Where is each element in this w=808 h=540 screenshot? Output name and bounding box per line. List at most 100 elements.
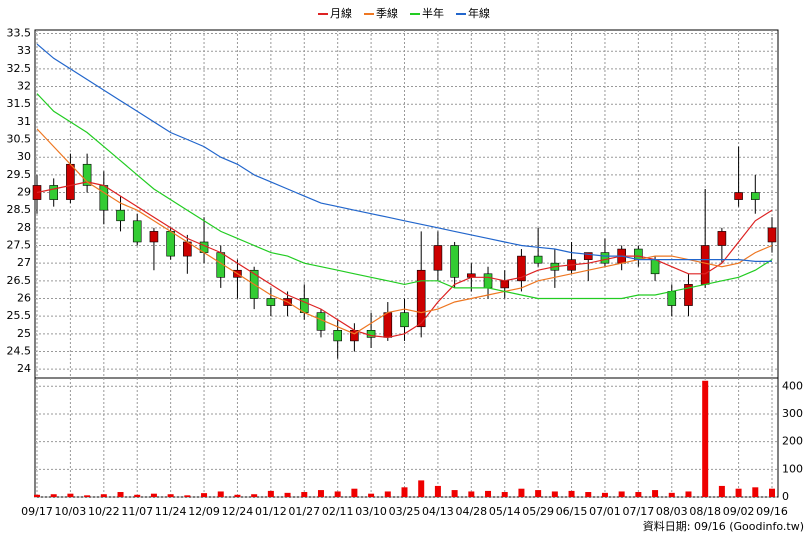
volume-bar xyxy=(535,490,542,497)
volume-bar xyxy=(735,488,742,497)
volume-bar xyxy=(50,494,57,497)
volume-bar xyxy=(34,494,40,497)
x-tick-label: 11/24 xyxy=(155,505,187,518)
volume-bar xyxy=(618,491,625,497)
plot-frame xyxy=(34,29,779,498)
volume-bar xyxy=(150,493,157,497)
volume-bar xyxy=(351,488,358,497)
volume-bar xyxy=(384,491,391,497)
x-tick-label: 05/14 xyxy=(489,505,521,518)
candle-body xyxy=(333,330,342,342)
y-tick-label: 26 xyxy=(17,292,31,305)
y-tick-label: 25 xyxy=(17,327,31,340)
x-tick-label: 05/29 xyxy=(522,505,554,518)
footnote: 資料日期: 09/16 (Goodinfo.tw) xyxy=(643,519,804,533)
volume-bar xyxy=(501,492,508,497)
candle-body xyxy=(383,312,393,338)
candle-body xyxy=(650,259,660,275)
volume-bar xyxy=(668,492,675,497)
x-tick-label: 06/15 xyxy=(556,505,588,518)
volume-bar xyxy=(401,487,408,497)
x-tick-label: 02/11 xyxy=(322,505,354,518)
volume-bar xyxy=(134,494,141,497)
ma-line xyxy=(36,181,773,339)
candle-body xyxy=(500,280,510,289)
x-tick-label: 09/17 xyxy=(21,505,53,518)
x-tick-label: 04/13 xyxy=(422,505,454,518)
candle-body xyxy=(400,312,409,328)
x-tick-label: 12/24 xyxy=(222,505,254,518)
volume-bar xyxy=(267,490,274,497)
legend-label: 月線 xyxy=(330,6,352,20)
candle-body xyxy=(266,298,276,306)
volume-bar xyxy=(217,491,224,497)
x-tick-label: 04/28 xyxy=(455,505,487,518)
y-tick-label: 33.5 xyxy=(7,27,32,40)
volume-bar xyxy=(117,492,124,497)
y-tick-label: 27.5 xyxy=(7,239,32,252)
y-tick-label: 27 xyxy=(17,256,31,269)
candle-body xyxy=(734,192,743,200)
volume-bar xyxy=(585,492,592,497)
candle-body xyxy=(149,231,159,243)
legend-label: 年線 xyxy=(468,6,490,20)
x-tick-label: 03/25 xyxy=(389,505,421,518)
candle-body xyxy=(32,185,42,200)
candle-body xyxy=(634,248,643,260)
volume-bar xyxy=(184,495,191,497)
volume-bar xyxy=(718,485,725,497)
candle-body xyxy=(433,245,443,271)
volume-bar xyxy=(551,491,558,497)
candle-body xyxy=(82,163,92,186)
y-tick-label: 31 xyxy=(17,115,31,128)
y-tick-label: 24.5 xyxy=(7,345,32,358)
y-tick-label: 29 xyxy=(17,186,31,199)
x-tick-label: 01/27 xyxy=(288,505,320,518)
x-tick-label: 08/03 xyxy=(656,505,688,518)
candle-body xyxy=(66,163,75,200)
y2-tick-label: 200 xyxy=(782,435,803,448)
volume-bar xyxy=(201,493,208,497)
x-tick-label: 01/12 xyxy=(255,505,287,518)
volume-bar xyxy=(752,487,759,497)
candle-body xyxy=(533,255,543,264)
legend-label: 半年 xyxy=(422,6,444,20)
volume-bar xyxy=(334,491,341,497)
volume-bar xyxy=(100,494,107,497)
y-tick-label: 31.5 xyxy=(7,97,32,110)
candle-body xyxy=(517,255,526,282)
x-tick-label: 10/03 xyxy=(55,505,87,518)
candle-body xyxy=(116,209,125,222)
volume-bar xyxy=(485,490,492,497)
y-tick-label: 30.5 xyxy=(7,133,32,146)
volume-bar xyxy=(568,490,575,497)
volume-bar xyxy=(601,492,608,497)
volume-bar xyxy=(685,491,692,497)
y-tick-label: 32.5 xyxy=(7,62,32,75)
y2-tick-label: 100 xyxy=(782,462,803,475)
volume-bar xyxy=(301,492,308,497)
candle-body xyxy=(416,269,426,328)
candle-body xyxy=(99,185,109,211)
volume-bar xyxy=(251,494,258,497)
x-tick-label: 07/17 xyxy=(623,505,655,518)
x-tick-label: 12/09 xyxy=(188,505,220,518)
legend-label: 季線 xyxy=(376,6,398,20)
volume-bar xyxy=(67,493,74,497)
volume-bar xyxy=(368,493,375,497)
candle-body xyxy=(483,273,493,289)
x-tick-label: 10/22 xyxy=(88,505,120,518)
volume-bar xyxy=(284,492,291,497)
volume-bar xyxy=(635,492,642,497)
y-tick-label: 29.5 xyxy=(7,168,32,181)
volume-bar xyxy=(702,380,709,497)
y-tick-label: 26.5 xyxy=(7,274,32,287)
volume-bar xyxy=(518,488,525,497)
y-tick-label: 28 xyxy=(17,221,31,234)
candle-body xyxy=(684,284,693,306)
candle-body xyxy=(700,245,710,285)
y2-tick-label: 300 xyxy=(782,407,803,420)
candle-body xyxy=(750,192,760,200)
y-tick-label: 32 xyxy=(17,80,31,93)
